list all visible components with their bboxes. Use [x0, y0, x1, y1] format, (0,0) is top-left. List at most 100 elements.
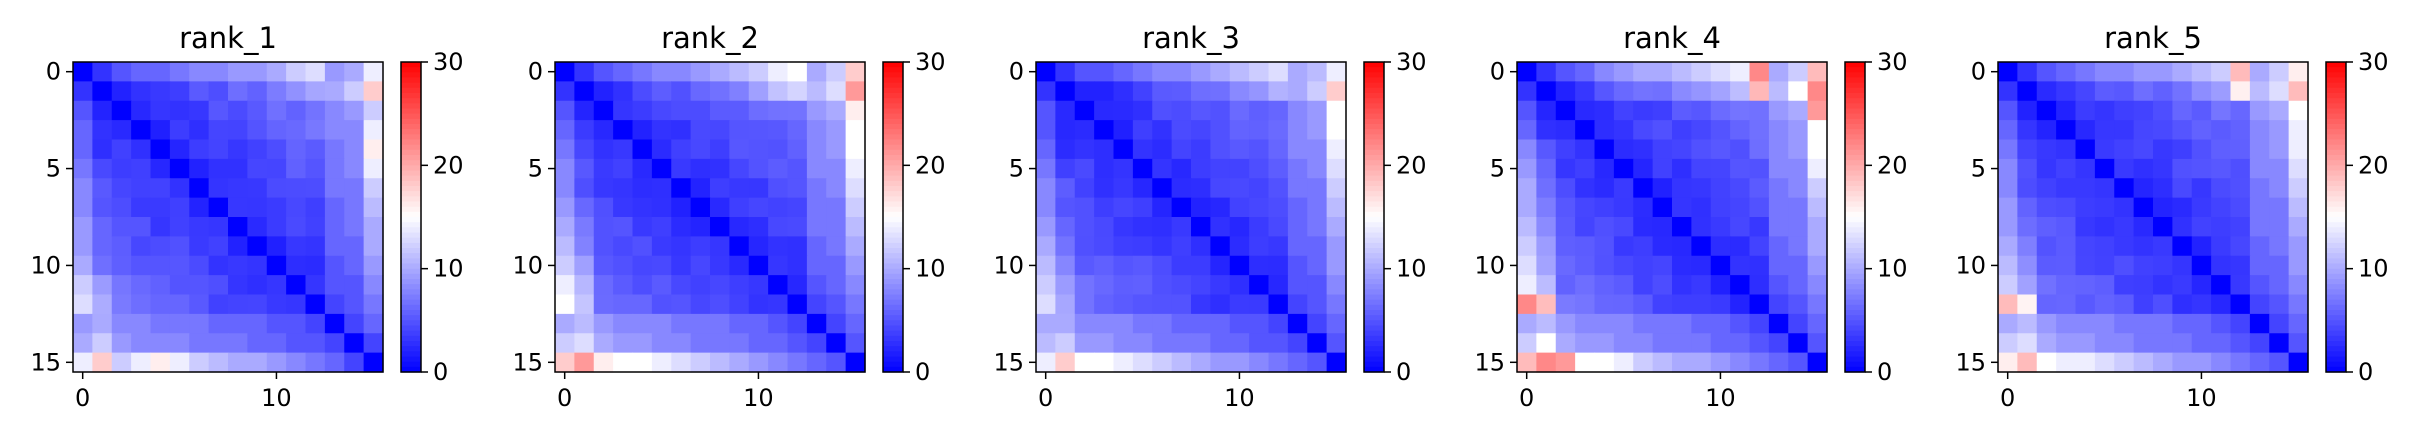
heatmap-cell	[1652, 275, 1673, 296]
heatmap-cell	[748, 100, 769, 121]
heatmap-cell	[1055, 236, 1076, 257]
heatmap-cell	[768, 333, 789, 354]
heatmap-cell	[845, 255, 866, 276]
heatmap-cell	[826, 294, 847, 315]
colorbar-segment	[883, 242, 903, 249]
colorbar-segment	[2326, 217, 2346, 223]
heatmap-cell	[2249, 158, 2270, 179]
heatmap-cell	[1517, 81, 1537, 102]
heatmap-cell	[1191, 333, 1211, 354]
heatmap-cell	[2075, 81, 2096, 102]
heatmap-cell	[1036, 100, 1056, 121]
heatmap-cell	[2036, 197, 2057, 218]
heatmap-cell	[305, 236, 326, 257]
heatmap-cell	[1307, 255, 1328, 276]
colorbar-segment	[1364, 325, 1384, 332]
heatmap-cell	[690, 139, 711, 160]
heatmap-cell	[150, 313, 171, 334]
heatmap-cell	[1055, 62, 1076, 82]
colorbar-segment	[1364, 279, 1384, 285]
colorbar-segment	[883, 253, 903, 259]
heatmap-cell	[710, 313, 730, 334]
colorbar-segment	[1845, 93, 1865, 99]
heatmap-cell	[1575, 333, 1596, 354]
heatmap-cell	[1613, 197, 1634, 218]
heatmap-cell	[1055, 100, 1076, 121]
heatmap-cell	[73, 352, 93, 373]
colorbar-segment	[1845, 294, 1865, 301]
colorbar-segment	[2326, 268, 2346, 275]
heatmap-cell	[555, 217, 575, 237]
heatmap-cell	[690, 178, 711, 199]
heatmap-cell	[748, 217, 769, 237]
heatmap-cell	[1055, 333, 1076, 354]
heatmap-cell	[2172, 352, 2193, 373]
heatmap-cell	[2249, 333, 2270, 354]
heatmap-cell	[632, 217, 653, 237]
heatmap-cell	[1730, 255, 1751, 276]
heatmap-cell	[305, 197, 326, 218]
heatmap-cell	[1268, 81, 1289, 102]
heatmap-cell	[208, 81, 229, 102]
heatmap-cell	[845, 217, 866, 237]
heatmap-cell	[1171, 217, 1192, 237]
heatmap-cell	[1152, 333, 1173, 354]
heatmap-cell	[286, 294, 307, 315]
heatmap-cell	[710, 352, 730, 373]
heatmap-cell	[1191, 294, 1211, 315]
heatmap-cell	[1229, 62, 1250, 82]
heatmap-cell	[305, 139, 326, 160]
heatmap-cell	[92, 139, 113, 160]
heatmap-cell	[787, 255, 808, 276]
heatmap-cell	[1672, 158, 1692, 179]
heatmap-cell	[729, 100, 750, 121]
colorbar-segment	[1845, 139, 1865, 146]
heatmap-cell	[555, 120, 575, 141]
heatmap-cell	[1768, 62, 1789, 82]
heatmap-cell	[555, 178, 575, 199]
heatmap-cell	[710, 178, 730, 199]
heatmap-cell	[1094, 217, 1115, 237]
heatmap-cell	[2036, 255, 2057, 276]
heatmap-cell	[286, 139, 307, 160]
heatmap-cell	[1749, 255, 1770, 276]
heatmap-cell	[1652, 139, 1673, 160]
heatmap-cell	[1710, 217, 1731, 237]
heatmap-cell	[1094, 81, 1115, 102]
heatmap-cell	[111, 313, 132, 334]
heatmap-cell	[208, 100, 229, 121]
heatmap-cell	[1768, 139, 1789, 160]
heatmap-cell	[1730, 294, 1751, 315]
heatmap-cell	[1517, 139, 1537, 160]
heatmap-cell	[1749, 120, 1770, 141]
colorbar-segment	[1845, 144, 1865, 151]
heatmap-cell	[2133, 333, 2154, 354]
heatmap-cell	[613, 333, 634, 354]
heatmap-cell	[1307, 100, 1328, 121]
heatmap-cell	[169, 294, 190, 315]
colorbar-segment	[401, 196, 421, 203]
heatmap-cell	[1249, 81, 1270, 102]
heatmap-cell	[73, 236, 93, 257]
heatmap-cell	[2230, 120, 2251, 141]
colorbar-segment	[1845, 217, 1865, 223]
heatmap-cell	[1249, 158, 1270, 179]
colorbar-segment	[401, 108, 421, 115]
heatmap-cell	[1691, 120, 1712, 141]
colorbar-segment	[1364, 175, 1384, 182]
heatmap-cell	[2036, 81, 2057, 102]
heatmap-cell	[1132, 62, 1153, 82]
heatmap-cell	[651, 236, 672, 257]
heatmap-cell	[1998, 255, 2018, 276]
colorbar-segment	[2326, 175, 2346, 182]
heatmap-cell	[613, 294, 634, 315]
heatmap-cell	[344, 100, 365, 121]
heatmap-cell	[1326, 120, 1347, 141]
colorbar-tick-label: 10	[2358, 255, 2389, 283]
colorbar-segment	[883, 191, 903, 197]
colorbar-segment	[1845, 211, 1865, 218]
colorbar-segment	[1845, 237, 1865, 244]
y-tick-label: 5	[528, 155, 543, 183]
